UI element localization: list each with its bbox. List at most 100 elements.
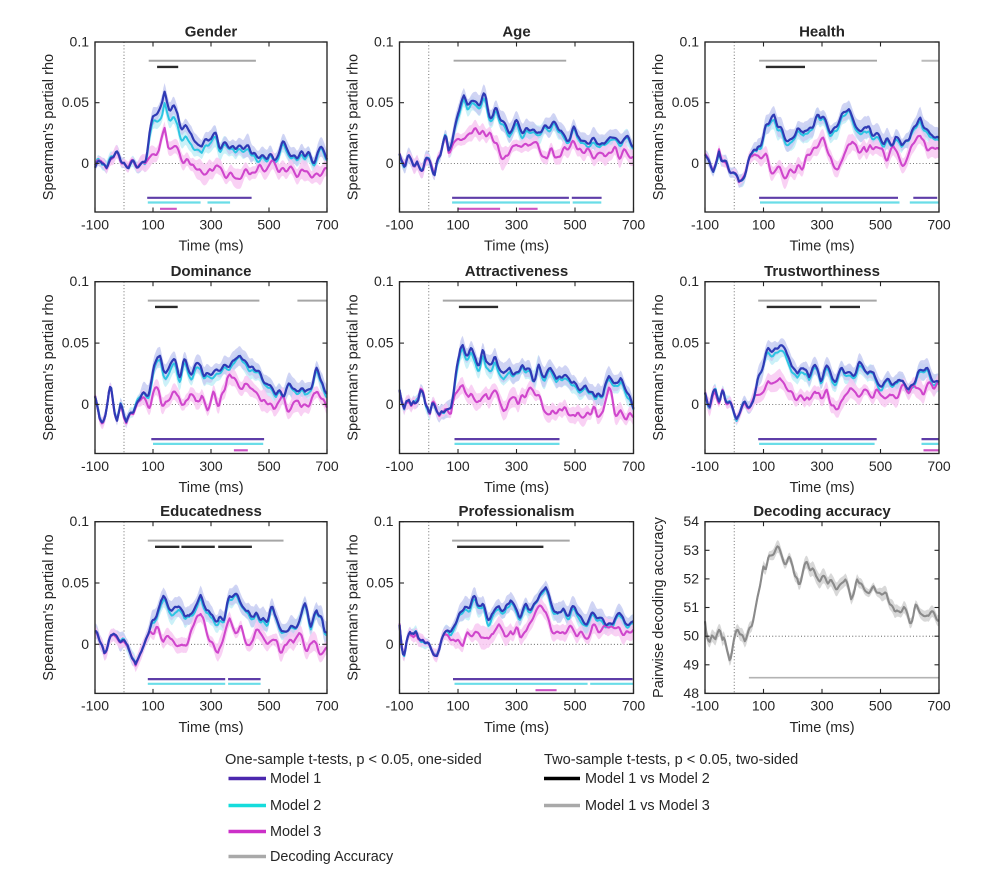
svg-text:300: 300 (199, 216, 223, 232)
svg-text:500: 500 (869, 216, 893, 232)
svg-text:500: 500 (869, 698, 893, 714)
svg-text:-100: -100 (691, 458, 719, 474)
svg-text:49: 49 (683, 656, 699, 672)
svg-text:Spearman's partial rho: Spearman's partial rho (346, 534, 362, 680)
svg-text:500: 500 (257, 216, 281, 232)
svg-text:700: 700 (927, 216, 951, 232)
svg-text:Pairwise decoding accuracy: Pairwise decoding accuracy (651, 516, 667, 698)
svg-text:Two-sample t-tests, p < 0.05,: Two-sample t-tests, p < 0.05, two-sided (544, 752, 798, 768)
svg-text:Time (ms): Time (ms) (178, 239, 243, 255)
svg-text:100: 100 (752, 458, 776, 474)
svg-text:700: 700 (315, 698, 339, 714)
svg-text:Spearman's partial rho: Spearman's partial rho (41, 534, 57, 680)
svg-text:100: 100 (752, 216, 776, 232)
svg-text:0.05: 0.05 (366, 94, 393, 110)
svg-text:100: 100 (141, 216, 165, 232)
svg-text:Spearman's partial rho: Spearman's partial rho (41, 294, 57, 440)
svg-text:0: 0 (386, 636, 394, 652)
svg-text:Spearman's partial rho: Spearman's partial rho (346, 54, 362, 200)
svg-text:Model 1: Model 1 (270, 771, 321, 787)
svg-text:Model 2: Model 2 (270, 798, 321, 814)
svg-text:-100: -100 (691, 698, 719, 714)
svg-text:Spearman's partial rho: Spearman's partial rho (651, 54, 667, 200)
svg-text:-100: -100 (385, 216, 413, 232)
svg-text:Spearman's partial rho: Spearman's partial rho (651, 294, 667, 440)
svg-text:700: 700 (927, 458, 951, 474)
svg-text:0.05: 0.05 (62, 94, 89, 110)
svg-text:300: 300 (810, 458, 834, 474)
svg-text:Time (ms): Time (ms) (789, 720, 854, 736)
svg-text:Educatedness: Educatedness (160, 503, 262, 520)
svg-text:0: 0 (81, 396, 89, 412)
svg-text:Time (ms): Time (ms) (484, 239, 549, 255)
svg-text:0.1: 0.1 (70, 513, 90, 529)
svg-text:0.1: 0.1 (680, 273, 700, 289)
svg-text:0.05: 0.05 (62, 335, 89, 351)
svg-text:700: 700 (622, 216, 646, 232)
svg-text:Model 1 vs Model 2: Model 1 vs Model 2 (585, 771, 710, 787)
svg-text:0.1: 0.1 (374, 34, 394, 50)
svg-text:300: 300 (810, 698, 834, 714)
svg-text:0.05: 0.05 (672, 335, 699, 351)
svg-text:50: 50 (683, 628, 699, 644)
svg-text:Health: Health (799, 24, 845, 41)
svg-text:-100: -100 (81, 458, 109, 474)
svg-text:48: 48 (683, 685, 699, 701)
svg-text:Trustworthiness: Trustworthiness (764, 263, 880, 280)
svg-text:500: 500 (257, 698, 281, 714)
svg-text:0.1: 0.1 (70, 34, 90, 50)
svg-text:Time (ms): Time (ms) (789, 480, 854, 496)
svg-text:100: 100 (141, 698, 165, 714)
svg-text:700: 700 (315, 216, 339, 232)
svg-text:-100: -100 (691, 216, 719, 232)
svg-text:100: 100 (752, 698, 776, 714)
svg-text:-100: -100 (81, 216, 109, 232)
svg-text:300: 300 (199, 458, 223, 474)
svg-text:700: 700 (927, 698, 951, 714)
svg-text:700: 700 (315, 458, 339, 474)
svg-text:700: 700 (622, 698, 646, 714)
svg-text:100: 100 (446, 698, 470, 714)
svg-text:300: 300 (505, 698, 529, 714)
svg-text:700: 700 (622, 458, 646, 474)
svg-text:-100: -100 (385, 458, 413, 474)
svg-text:0.05: 0.05 (366, 575, 393, 591)
svg-text:0.05: 0.05 (366, 335, 393, 351)
svg-text:54: 54 (683, 513, 699, 529)
svg-text:500: 500 (563, 216, 587, 232)
svg-text:500: 500 (869, 458, 893, 474)
svg-text:300: 300 (505, 216, 529, 232)
svg-text:Age: Age (502, 24, 530, 41)
svg-text:Model 3: Model 3 (270, 824, 321, 840)
svg-text:Professionalism: Professionalism (459, 503, 575, 520)
svg-text:300: 300 (199, 698, 223, 714)
svg-text:51: 51 (683, 599, 699, 615)
svg-text:300: 300 (505, 458, 529, 474)
svg-text:Time (ms): Time (ms) (789, 239, 854, 255)
svg-text:0.1: 0.1 (70, 273, 90, 289)
svg-text:0: 0 (691, 155, 699, 171)
svg-text:Dominance: Dominance (171, 263, 252, 280)
svg-text:Time (ms): Time (ms) (484, 480, 549, 496)
svg-text:0.05: 0.05 (62, 575, 89, 591)
svg-text:0: 0 (81, 636, 89, 652)
svg-text:53: 53 (683, 542, 699, 558)
svg-text:Decoding Accuracy: Decoding Accuracy (270, 849, 394, 865)
svg-text:-100: -100 (385, 698, 413, 714)
svg-text:0.05: 0.05 (672, 94, 699, 110)
svg-text:Time (ms): Time (ms) (178, 480, 243, 496)
svg-text:0.1: 0.1 (374, 273, 394, 289)
svg-text:Attractiveness: Attractiveness (465, 263, 568, 280)
svg-text:0: 0 (691, 396, 699, 412)
svg-text:One-sample t-tests, p < 0.05,: One-sample t-tests, p < 0.05, one-sided (225, 752, 482, 768)
svg-text:500: 500 (563, 698, 587, 714)
svg-text:Model 1 vs Model 3: Model 1 vs Model 3 (585, 798, 710, 814)
svg-text:Decoding accuracy: Decoding accuracy (753, 503, 891, 520)
svg-text:100: 100 (141, 458, 165, 474)
svg-text:Time (ms): Time (ms) (484, 720, 549, 736)
svg-text:0: 0 (386, 155, 394, 171)
svg-text:300: 300 (810, 216, 834, 232)
svg-text:-100: -100 (81, 698, 109, 714)
svg-text:Spearman's partial rho: Spearman's partial rho (346, 294, 362, 440)
svg-text:0: 0 (81, 155, 89, 171)
